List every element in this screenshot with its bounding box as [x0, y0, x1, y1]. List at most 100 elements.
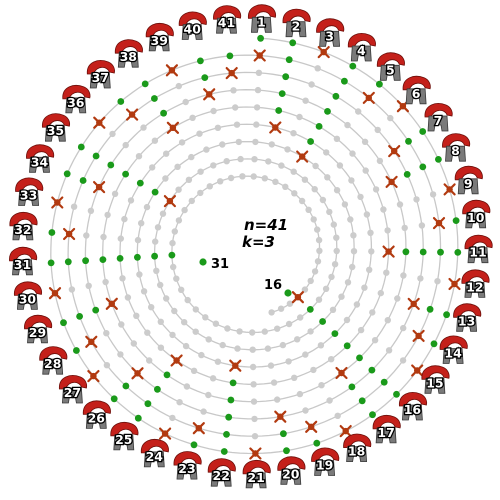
helmet-plume-icon	[145, 23, 174, 38]
empty-slot-dot	[118, 321, 125, 328]
empty-slot-dot	[250, 173, 257, 180]
empty-slot-dot	[237, 155, 244, 163]
skipped-dot	[227, 396, 235, 404]
helmet-24: 24	[140, 439, 169, 468]
empty-slot-dot	[291, 374, 298, 381]
empty-slot-dot	[219, 341, 226, 349]
empty-slot-dot	[178, 139, 186, 146]
helmet-number: 27	[64, 385, 81, 400]
helmet-number: 17	[377, 425, 394, 440]
helmet-icon	[65, 97, 87, 114]
empty-slot-dot	[171, 307, 178, 315]
empty-slot-dot	[344, 279, 352, 286]
empty-slot-dot	[331, 261, 339, 268]
empty-slot-dot	[224, 325, 231, 332]
helmet-2: 2	[282, 8, 311, 38]
helmet-plume-icon	[442, 133, 471, 148]
empty-slot-dot	[184, 296, 191, 304]
helmet-plume-icon	[282, 8, 311, 24]
helmet-icon	[379, 64, 401, 81]
empty-slot-dot	[305, 206, 312, 213]
helmet-14: 14	[439, 335, 468, 364]
empty-slot-dot	[268, 309, 275, 316]
helmet-number: 20	[282, 466, 300, 481]
empty-slot-dot	[371, 337, 379, 344]
empty-slot-dot	[315, 296, 323, 303]
skipped-dot	[92, 306, 100, 314]
empty-slot-dot	[333, 234, 340, 241]
killed-mark	[448, 277, 461, 291]
killed-mark	[388, 145, 401, 158]
empty-slot-dot	[394, 295, 401, 302]
position-dots	[47, 34, 462, 460]
skipped-dot	[122, 170, 129, 178]
skipped-dot	[419, 163, 427, 171]
helmet-20: 20	[277, 456, 306, 485]
helmet-icon	[42, 358, 64, 375]
empty-slot-dot	[282, 183, 289, 190]
empty-slot-dot	[434, 278, 441, 285]
empty-slot-dot	[384, 227, 391, 234]
empty-slot-dot	[214, 358, 222, 365]
skipped-dot	[332, 92, 340, 100]
helmet-38: 38	[114, 39, 143, 68]
empty-slot-dot	[326, 397, 333, 404]
killed-mark	[305, 420, 318, 433]
empty-slot-dot	[157, 318, 164, 325]
empty-slot-dot	[285, 320, 293, 328]
skipped-dot	[356, 354, 363, 362]
skipped-dot	[136, 179, 144, 187]
skipped-dot	[225, 413, 233, 421]
helmet-number: 16	[404, 402, 422, 417]
helmet-number: 8	[451, 143, 460, 158]
skipped-dot	[349, 62, 357, 70]
empty-slot-dot	[329, 306, 337, 313]
helmet-number: 38	[120, 49, 137, 64]
empty-slot-dot	[417, 275, 424, 282]
empty-slot-dot	[171, 228, 178, 235]
empty-slot-dot	[239, 173, 246, 180]
killed-mark	[362, 91, 375, 105]
helmet-plume-icon	[454, 165, 483, 181]
empty-slot-dot	[103, 330, 110, 337]
skipped-dot	[110, 395, 118, 403]
helmet-icon	[280, 468, 302, 485]
helmet-12: 12	[461, 269, 490, 298]
empty-slot-dot	[175, 82, 182, 90]
empty-slot-dot	[163, 295, 170, 302]
empty-slot-dot	[104, 211, 111, 219]
empty-slot-dot	[291, 190, 298, 197]
skipped-dot	[452, 217, 460, 225]
helmet-19: 19	[311, 447, 340, 476]
empty-slot-dot	[209, 375, 217, 382]
skipped-dot	[77, 143, 85, 151]
helmet-32: 32	[9, 212, 38, 241]
helmet-number: 36	[67, 95, 85, 110]
helmet-23: 23	[173, 451, 202, 480]
empty-slot-dot	[418, 222, 426, 229]
helmet-11: 11	[464, 234, 493, 264]
helmet-icon	[16, 293, 38, 310]
helmet-icon	[61, 387, 83, 404]
empty-slot-dot	[68, 286, 76, 293]
empty-slot-dot	[278, 162, 285, 169]
helmet-plume-icon	[173, 451, 202, 466]
second-survivor-dot	[284, 289, 292, 297]
killed-mark	[225, 66, 238, 80]
helmet-number: 40	[183, 22, 201, 37]
helmet-number: 2	[292, 19, 301, 34]
skipped-dot	[190, 441, 198, 449]
helmet-icon	[12, 259, 33, 276]
helmet-icon	[44, 125, 66, 142]
empty-slot-dot	[270, 379, 278, 386]
helmet-number: 26	[88, 410, 106, 425]
helmet-plume-icon	[213, 5, 242, 20]
empty-slot-dot	[202, 314, 209, 321]
empty-slot-dot	[333, 187, 341, 194]
helmet-plume-icon	[178, 11, 207, 26]
empty-slot-dot	[153, 267, 160, 274]
helmet-icon	[210, 470, 232, 487]
helmet-number: 41	[218, 15, 235, 30]
killed-mark	[382, 245, 395, 258]
empty-slot-dot	[136, 271, 143, 278]
